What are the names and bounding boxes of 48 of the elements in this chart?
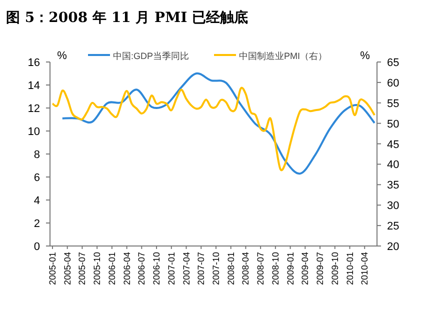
x-tick-label: 2006-07 (136, 252, 147, 286)
x-tick-label: 2008-07 (256, 252, 266, 286)
x-tick-label: 2007-10 (210, 252, 221, 286)
y2-tick-label: 20 (387, 241, 400, 253)
y2-tick-label: 45 (387, 138, 400, 151)
x-tick-label: 2007-04 (181, 252, 192, 286)
x-tick-label: 2006-10 (152, 252, 162, 286)
y-tick-label: 10 (28, 126, 40, 138)
x-tick-label: 2008-10 (270, 252, 280, 286)
x-tick-label: 2006-04 (122, 252, 132, 286)
legend-label: 中国制造业PMI（右） (239, 51, 328, 61)
y-axis-title: % (57, 50, 68, 62)
y2-tick-label: 60 (387, 77, 400, 90)
x-tick-label: 2005-07 (77, 252, 88, 286)
y-tick-label: 6 (34, 172, 40, 184)
y2-tick-label: 25 (387, 220, 400, 233)
x-tick-label: 2005-01 (47, 252, 58, 286)
y-tick-label: 12 (28, 103, 40, 115)
legend-label: 中国:GDP当季同比 (113, 51, 190, 61)
x-tick-label: 2008-04 (240, 252, 251, 286)
y-tick-label: 4 (34, 195, 40, 207)
y-tick-label: 14 (28, 80, 40, 92)
x-tick-label: 2007-01 (166, 252, 176, 286)
y2-tick-label: 30 (387, 200, 400, 212)
x-tick-label: 2009-01 (285, 252, 296, 286)
y2-tick-label: 40 (387, 159, 400, 172)
y2-tick-label: 55 (387, 98, 400, 110)
y-tick-label: 2 (34, 218, 40, 230)
x-tick-label: 2009-10 (330, 252, 340, 286)
x-tick-label: 2009-07 (315, 252, 326, 286)
y2-tick-label: 65 (387, 57, 400, 69)
x-tick-label: 2005-04 (62, 252, 72, 286)
line-series (51, 88, 376, 171)
y-tick-label: 16 (28, 57, 40, 69)
x-tick-label: 2007-07 (196, 252, 206, 286)
y2-axis-title: % (360, 50, 370, 62)
x-tick-label: 2006-01 (106, 252, 117, 286)
x-tick-label: 2010-04 (360, 252, 370, 286)
x-tick-label: 2010-01 (344, 252, 355, 286)
y2-tick-label: 35 (387, 180, 400, 192)
y-tick-label: 8 (34, 149, 40, 161)
x-tick-label: 2009-04 (300, 252, 310, 286)
x-tick-label: 2008-01 (226, 252, 236, 286)
y2-tick-label: 50 (387, 118, 400, 130)
x-tick-label: 2005-10 (92, 252, 102, 286)
line-series (61, 72, 376, 175)
chart-title: 图 5：2008 年 11 月 PMI 已经触底 (6, 9, 248, 26)
y-tick-label: 0 (34, 241, 40, 253)
